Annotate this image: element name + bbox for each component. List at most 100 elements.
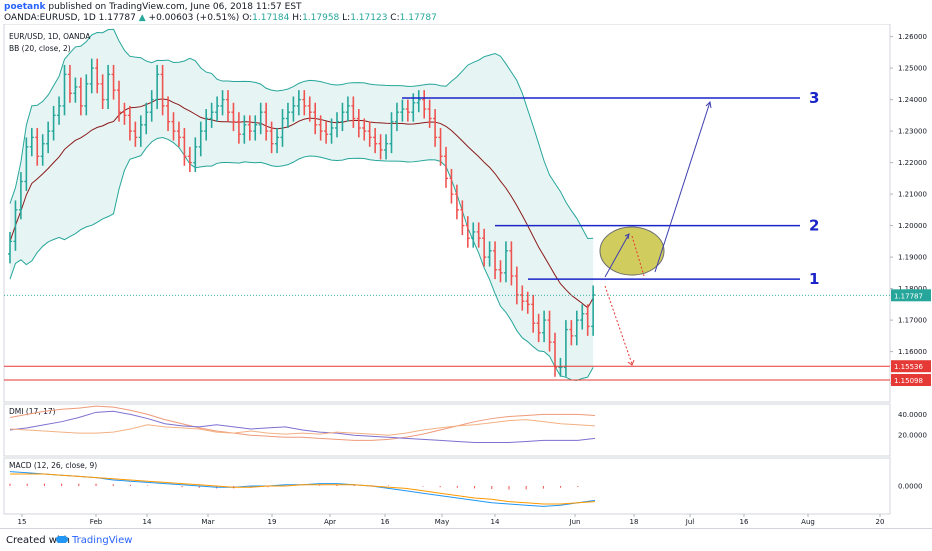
ohlc-bar — [291, 96, 296, 122]
macd-pane-title: MACD (12, 26, close, 9) — [9, 461, 97, 470]
ohlc-bar — [367, 121, 372, 147]
support-tag — [891, 360, 931, 373]
support-tag-label: 1.15098 — [894, 377, 923, 385]
main-pane-title: EUR/USD, 1D, OANDA — [9, 32, 91, 41]
x-tick-label: Jun — [569, 518, 581, 526]
ohlc-bar — [569, 320, 574, 346]
ohlc-bar — [242, 115, 247, 144]
ohlc-bar — [324, 121, 329, 144]
projection-arrow-head — [624, 233, 630, 240]
dmi-y-tick-label: 20.0000 — [898, 432, 927, 440]
ohlc-bar — [438, 127, 443, 166]
ohlc-bar — [264, 102, 269, 141]
macd-signal-line — [10, 473, 596, 505]
ohlc-bar — [351, 96, 356, 128]
ohlc-bar — [591, 285, 596, 336]
ohlc-bar — [503, 241, 508, 283]
ohlc-bar — [193, 137, 198, 173]
y-tick-label: 1.23000 — [898, 128, 927, 136]
ohlc-bar — [155, 64, 160, 110]
ohlc-bar — [40, 134, 45, 166]
macd-pane-frame — [3, 457, 891, 515]
ohlc-bar — [138, 115, 143, 147]
ohlc-bar — [405, 99, 410, 122]
ohlc-bar — [542, 310, 547, 343]
x-tick-label: 16 — [381, 518, 390, 526]
ohlc-bar — [514, 266, 519, 305]
ohlc-bar — [253, 115, 258, 141]
y-tick-label: 1.18000 — [898, 285, 927, 293]
ohlc-bar — [563, 320, 568, 377]
ohlc-bar — [493, 241, 498, 280]
ohlc-bar — [209, 102, 214, 128]
ohlc-bar — [127, 105, 132, 141]
ohlc-bar — [476, 222, 481, 248]
ohlc-bar — [149, 90, 154, 122]
last-price-tag-label: 1.17787 — [894, 292, 923, 300]
ohlc-bar — [547, 310, 552, 352]
ohlc-bar — [302, 90, 307, 116]
ohlc-bar — [285, 102, 290, 128]
x-tick-label: May — [435, 518, 449, 526]
projection-arrow-head — [705, 100, 712, 109]
projection-arrow-dashed — [604, 285, 633, 365]
dmi-series-line — [9, 405, 596, 441]
main-pane-frame — [3, 24, 891, 403]
ohlc-bar — [13, 200, 18, 251]
ohlc-bar — [84, 74, 89, 116]
dmi-pane-title: DMI (17, 17) — [9, 407, 56, 416]
ohlc-bar — [460, 200, 465, 236]
ohlc-bar — [329, 118, 334, 144]
ohlc-bar — [487, 241, 492, 267]
change-up-icon: ▲ — [138, 13, 146, 23]
open-label: O: — [242, 13, 253, 23]
x-tick-label: Mar — [201, 518, 214, 526]
ohlc-bar — [231, 102, 236, 132]
ohlc-bar — [95, 58, 100, 94]
x-tick-label: 19 — [268, 518, 277, 526]
ohlc-bar — [258, 102, 263, 135]
low-value: 1.17123 — [350, 13, 388, 23]
ohlc-bar — [574, 310, 579, 346]
chart-canvas[interactable]: 1.26000 1.25000 1.24000 1.23000 1.22000 1.210… — [0, 24, 932, 528]
dmi-pane-frame — [3, 403, 891, 457]
ohlc-bar — [585, 304, 590, 336]
ohlc-bar — [427, 99, 432, 128]
last-price-tag — [891, 289, 931, 302]
ohlc-bar — [160, 64, 165, 116]
x-tick-label: 14 — [491, 518, 500, 526]
ohlc-bar — [345, 96, 350, 122]
ohlc-bar — [335, 112, 339, 138]
bb-lower-band — [9, 136, 594, 381]
ohlc-bar — [57, 96, 62, 125]
tradingview-brand[interactable]: TradingView — [72, 535, 133, 546]
ohlc-bar — [454, 184, 459, 220]
high-value: 1.17958 — [302, 13, 340, 23]
ohlc-bar — [356, 109, 361, 138]
ohlc-bar — [275, 127, 280, 154]
ohlc-bar — [482, 228, 487, 267]
ohlc-bar — [51, 105, 56, 141]
bb-basis-line — [9, 98, 594, 309]
ohlc-bar — [46, 121, 51, 154]
ohlc-bar — [24, 137, 29, 191]
ohlc-bar — [373, 127, 378, 154]
ohlc-bar — [204, 109, 209, 141]
x-tick-label: Apr — [324, 518, 336, 526]
ohlc-bar — [236, 112, 241, 144]
macd-y-tick-label: 0.0000 — [898, 483, 923, 491]
ohlc-bar — [449, 168, 454, 204]
close-value: 1.17787 — [399, 13, 437, 23]
ohlc-bar — [62, 64, 67, 116]
target-level-label: 3 — [809, 89, 819, 107]
author-name[interactable]: poetank — [4, 2, 46, 12]
ohlc-bar — [111, 64, 116, 100]
ohlc-bar — [215, 96, 220, 122]
y-tick-label: 1.19000 — [898, 254, 927, 262]
ohlc-bar — [182, 127, 187, 166]
ohlc-bar — [269, 121, 274, 154]
ohlc-bar — [307, 96, 312, 122]
ohlc-bar — [531, 294, 536, 333]
ohlc-bar — [133, 121, 138, 147]
ohlc-bar — [384, 134, 389, 160]
